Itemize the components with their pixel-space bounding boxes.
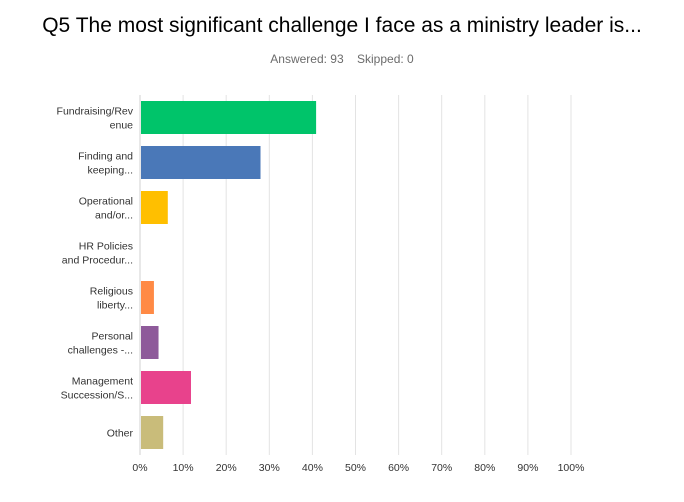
category-label: enue <box>110 120 134 132</box>
category-label: liberty... <box>97 300 133 312</box>
category-label: Fundraising/Rev <box>57 106 134 118</box>
bar <box>141 101 317 134</box>
x-tick-label: 30% <box>259 462 280 474</box>
x-tick-label: 80% <box>474 462 495 474</box>
x-tick-label: 50% <box>345 462 366 474</box>
x-tick-label: 70% <box>431 462 452 474</box>
category-label: and Procedur... <box>62 255 133 267</box>
category-label: HR Policies <box>79 241 133 253</box>
bar <box>141 416 164 449</box>
response-stats: Answered: 93 Skipped: 0 <box>0 52 684 66</box>
category-label: Other <box>107 428 134 440</box>
category-label: Succession/S... <box>61 390 133 402</box>
x-tick-label: 100% <box>558 462 585 474</box>
answered-count: Answered: 93 <box>270 52 344 66</box>
category-label: Finding and <box>78 151 133 163</box>
bar <box>141 281 154 314</box>
category-label: Religious <box>90 286 133 298</box>
category-label: keeping... <box>87 165 133 177</box>
category-label: Personal <box>92 331 133 343</box>
skipped-count: Skipped: 0 <box>357 52 414 66</box>
category-label: Management <box>72 376 133 388</box>
x-tick-label: 0% <box>132 462 147 474</box>
x-tick-label: 60% <box>388 462 409 474</box>
x-tick-label: 40% <box>302 462 323 474</box>
category-label: challenges -... <box>68 345 133 357</box>
bar <box>141 146 261 179</box>
chart-title: Q5 The most significant challenge I face… <box>42 14 642 37</box>
bar <box>141 191 168 224</box>
x-tick-label: 20% <box>216 462 237 474</box>
bar <box>141 371 191 404</box>
category-label: Operational <box>79 196 133 208</box>
x-tick-label: 90% <box>517 462 538 474</box>
bar <box>141 326 159 359</box>
category-label: and/or... <box>95 210 133 222</box>
x-tick-label: 10% <box>173 462 194 474</box>
